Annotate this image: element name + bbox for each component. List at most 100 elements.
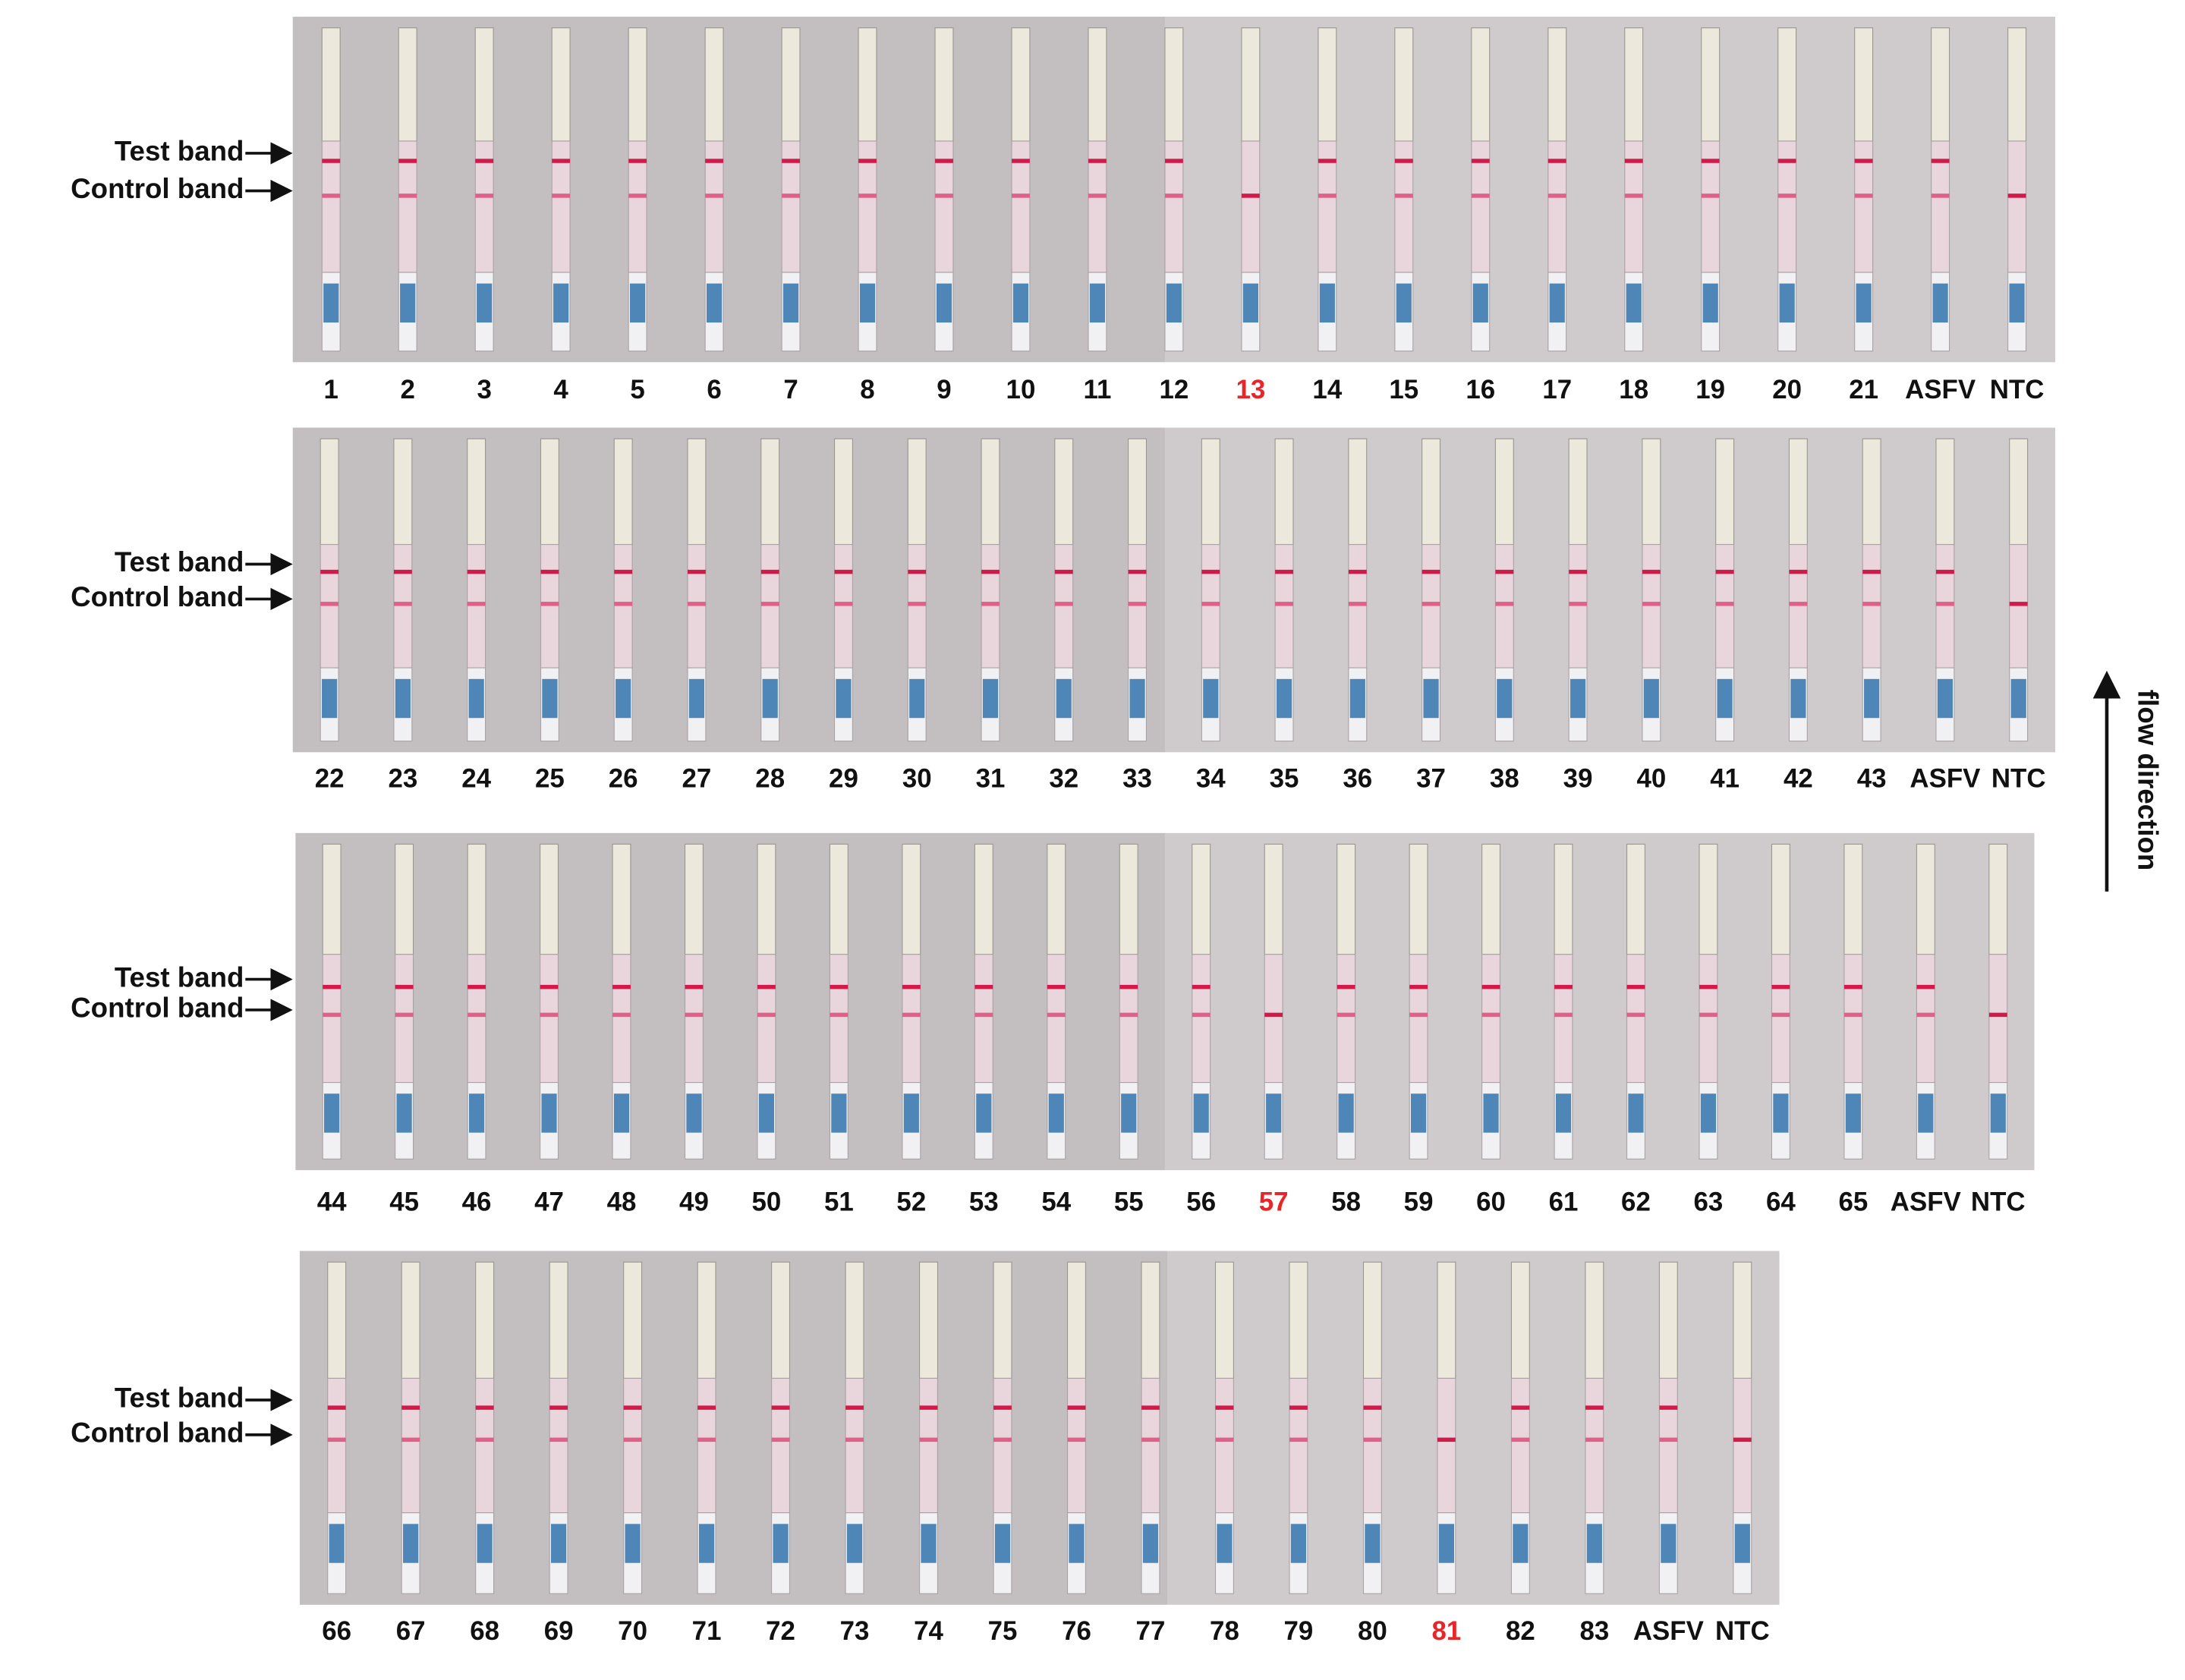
strip-handle bbox=[760, 438, 780, 546]
control-band bbox=[327, 1437, 346, 1442]
strip-label-area bbox=[1349, 678, 1365, 719]
strip-label-area bbox=[1586, 1524, 1602, 1563]
control-band bbox=[1047, 1012, 1066, 1018]
strip-handle bbox=[1337, 843, 1356, 955]
control-band bbox=[398, 193, 417, 198]
strip-label-area bbox=[403, 1524, 419, 1563]
strip-window bbox=[1935, 544, 1955, 669]
strip-handle bbox=[1658, 1261, 1678, 1379]
strip-label-area bbox=[1864, 678, 1880, 719]
lane-label: 39 bbox=[1563, 763, 1593, 793]
strip-window bbox=[1862, 544, 1881, 669]
lane-label: 48 bbox=[607, 1187, 637, 1216]
strip-label-area bbox=[2009, 283, 2025, 323]
test-band bbox=[858, 159, 877, 163]
strip-label-area bbox=[1734, 1524, 1750, 1563]
strip-label-area bbox=[831, 1093, 847, 1133]
strip-handle bbox=[393, 438, 413, 546]
strip-window bbox=[1337, 954, 1356, 1084]
strip-label-area bbox=[1549, 283, 1565, 323]
strip-handle bbox=[327, 1261, 347, 1379]
control-band bbox=[540, 602, 559, 606]
control-band bbox=[1192, 1012, 1211, 1018]
control-band bbox=[1569, 602, 1588, 606]
control-band bbox=[1241, 193, 1260, 198]
lane-label: ASFV bbox=[1633, 1616, 1705, 1646]
control-band bbox=[1554, 1012, 1573, 1018]
lane-label: 66 bbox=[322, 1616, 351, 1646]
lane-label: 56 bbox=[1186, 1187, 1216, 1216]
strip-label-area bbox=[921, 1524, 937, 1563]
control-band bbox=[467, 602, 486, 606]
control-band bbox=[1733, 1437, 1752, 1442]
strip-label-area bbox=[542, 678, 558, 719]
strip-handle bbox=[781, 27, 801, 142]
test-band bbox=[1067, 1405, 1086, 1410]
strip-window bbox=[1362, 1377, 1382, 1514]
strip-label-area bbox=[1365, 1524, 1381, 1563]
strip-window bbox=[1264, 954, 1283, 1084]
strip-window bbox=[687, 544, 707, 669]
strip-handle bbox=[1264, 843, 1283, 955]
test-band bbox=[1201, 569, 1220, 574]
lane-label: 38 bbox=[1490, 763, 1519, 793]
strip-handle bbox=[1715, 438, 1735, 546]
strip-label-area bbox=[1990, 1093, 2006, 1133]
control-band bbox=[475, 193, 494, 198]
lane-label: 28 bbox=[755, 763, 785, 793]
control-band bbox=[1337, 1012, 1355, 1018]
test-band bbox=[540, 984, 559, 989]
lane-label: 19 bbox=[1695, 375, 1725, 404]
lane-label: 3 bbox=[477, 375, 491, 404]
lane-label: 55 bbox=[1114, 1187, 1144, 1216]
strip-window bbox=[907, 544, 927, 669]
test-band bbox=[685, 984, 704, 989]
lane-label: 27 bbox=[682, 763, 712, 793]
strip-handle bbox=[1585, 1261, 1604, 1379]
lane-label: 25 bbox=[535, 763, 565, 793]
strip-label-area bbox=[477, 283, 493, 323]
control-band bbox=[902, 1012, 921, 1018]
panel-bg bbox=[292, 427, 1165, 753]
test-band bbox=[1337, 984, 1355, 989]
lane-label: 30 bbox=[902, 763, 932, 793]
control-band bbox=[1699, 1012, 1717, 1018]
strip-window bbox=[1733, 1377, 1752, 1514]
test-band bbox=[1624, 159, 1643, 163]
control-band bbox=[981, 602, 1000, 606]
strip-window bbox=[845, 1377, 864, 1514]
strip-window bbox=[1141, 1377, 1160, 1514]
lane-label: 41 bbox=[1710, 763, 1739, 793]
control-band-label: Control band bbox=[71, 1417, 244, 1449]
test-band bbox=[1422, 569, 1440, 574]
test-band bbox=[1495, 569, 1514, 574]
strip-window bbox=[1119, 954, 1138, 1084]
strip-label-area bbox=[1856, 283, 1872, 323]
test-band bbox=[771, 1405, 790, 1410]
test-band bbox=[1554, 984, 1573, 989]
lane-label: 49 bbox=[679, 1187, 709, 1216]
strip-handle bbox=[1348, 438, 1368, 546]
strip-handle bbox=[401, 1261, 420, 1379]
lane-label: 65 bbox=[1838, 1187, 1868, 1216]
test-band bbox=[1119, 984, 1138, 989]
control-band bbox=[858, 193, 877, 198]
strip-handle bbox=[540, 438, 559, 546]
test-band bbox=[1215, 1405, 1234, 1410]
test-band bbox=[612, 984, 631, 989]
lane-label: 14 bbox=[1312, 375, 1342, 404]
control-band bbox=[1088, 193, 1107, 198]
strip-handle bbox=[1701, 27, 1721, 142]
strip-window bbox=[1422, 544, 1441, 669]
control-band bbox=[401, 1437, 420, 1442]
strip-handle bbox=[1568, 438, 1588, 546]
strip-handle bbox=[697, 1261, 716, 1379]
strip-window bbox=[2009, 544, 2029, 669]
test-band bbox=[1701, 159, 1720, 163]
test-band bbox=[935, 159, 953, 163]
strip-window bbox=[1054, 544, 1074, 669]
test-band bbox=[549, 1405, 568, 1410]
strip-handle bbox=[974, 843, 993, 955]
strip-handle bbox=[704, 27, 724, 142]
